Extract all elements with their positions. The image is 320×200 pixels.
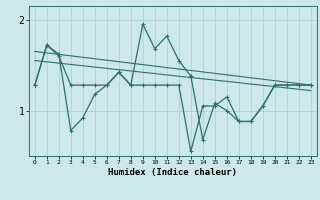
X-axis label: Humidex (Indice chaleur): Humidex (Indice chaleur) [108,168,237,177]
